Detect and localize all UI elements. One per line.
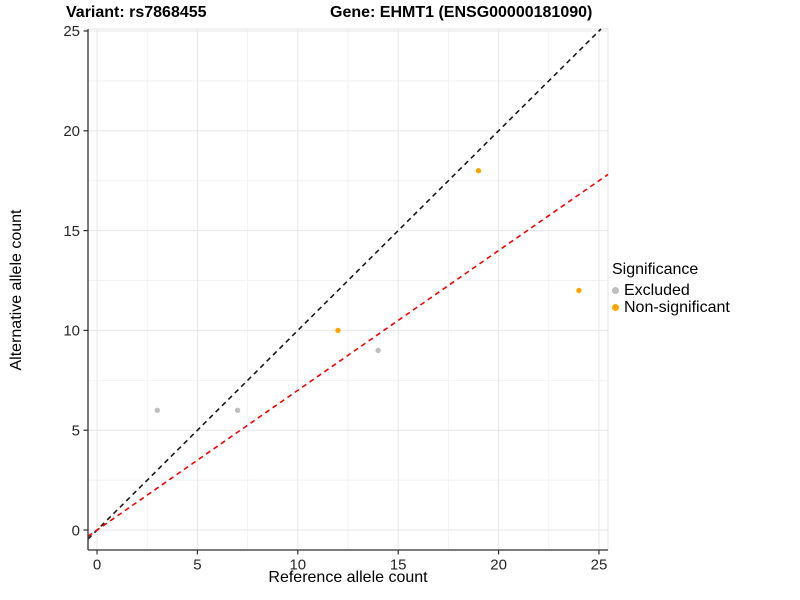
gene-title: Gene: EHMT1 (ENSG00000181090) <box>330 4 593 21</box>
y-tick-label: 0 <box>72 522 80 539</box>
x-tick-label: 10 <box>289 556 306 573</box>
x-tick-label: 5 <box>193 556 201 573</box>
y-tick-label: 25 <box>63 23 80 40</box>
non-significant-dot-icon <box>612 304 619 311</box>
identity-line <box>87 28 602 540</box>
x-tick-label: 15 <box>390 556 407 573</box>
y-axis-title: Alternative allele count <box>8 209 25 371</box>
legend-title: Significance <box>612 261 699 278</box>
variant-title: Variant: rs7868455 <box>66 4 207 21</box>
excluded-dot-icon <box>612 287 619 294</box>
x-tick-label: 0 <box>93 556 101 573</box>
data-point <box>475 168 482 174</box>
legend-label: Excluded <box>624 281 690 299</box>
y-tick-label: 10 <box>63 323 80 340</box>
data-point <box>576 287 582 294</box>
data-point <box>234 407 241 413</box>
data-point <box>335 327 341 334</box>
x-tick-label: 20 <box>490 556 507 573</box>
legend-item-non-significant: Non-significant <box>612 299 730 316</box>
data-point <box>154 407 160 413</box>
x-tick-label: 25 <box>591 556 608 573</box>
y-tick-label: 5 <box>72 422 80 439</box>
legend-label: Non-significant <box>624 298 730 316</box>
y-tick-label: 15 <box>63 223 80 240</box>
legend-item-excluded: Excluded <box>612 282 730 299</box>
y-tick-label: 20 <box>63 123 80 140</box>
data-point <box>375 347 381 354</box>
fit-line <box>87 173 609 537</box>
legend: Significance Excluded Non-significant <box>612 261 730 316</box>
x-axis-title: Reference allele count <box>268 569 428 586</box>
